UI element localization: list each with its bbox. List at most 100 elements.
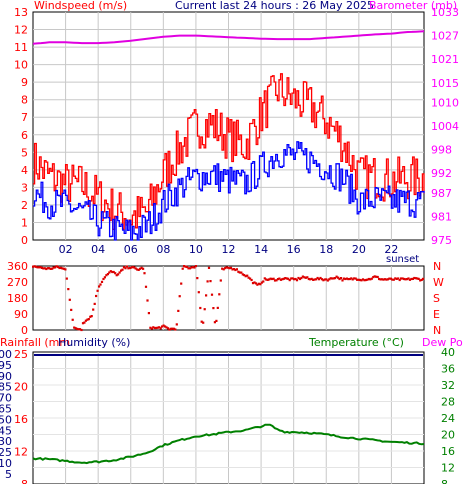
direction-point — [134, 267, 137, 270]
direction-point — [142, 267, 145, 270]
direction-point — [266, 278, 269, 281]
direction-point — [235, 268, 238, 271]
direction-point — [65, 277, 68, 280]
direction-point — [291, 277, 294, 280]
direction-point — [348, 277, 351, 281]
direction-point — [383, 278, 387, 281]
direction-point — [244, 275, 247, 278]
direction-point — [76, 327, 79, 330]
direction-point — [253, 281, 256, 284]
direction-point — [121, 268, 124, 271]
direction-point — [150, 327, 153, 330]
y2-tick-label: 975 — [431, 234, 452, 247]
direction-point — [284, 277, 287, 280]
rain-tick-label: 20 — [14, 381, 28, 394]
rainfall-axis-title: Rainfall (mm — [0, 336, 70, 349]
direction-point — [320, 278, 324, 281]
direction-point — [408, 278, 411, 281]
direction-point — [422, 277, 425, 280]
direction-point — [295, 279, 299, 282]
direction-point — [74, 327, 77, 330]
direction-point — [263, 277, 266, 280]
y2-tick-label: 32 — [441, 379, 455, 392]
chart-title: Current last 24 hours : 26 May 2025 — [175, 0, 374, 12]
direction-point — [136, 268, 139, 271]
direction-point — [200, 320, 203, 323]
humidity-axis-title: Humidity (%) — [58, 336, 130, 349]
direction-point — [238, 271, 241, 274]
average-series — [33, 141, 425, 241]
direction-point — [144, 285, 148, 288]
y2-tick-label: 36 — [441, 363, 455, 376]
direction-point — [90, 315, 93, 318]
direction-point — [184, 265, 187, 268]
direction-point — [276, 278, 280, 281]
rain-tick-label: 16 — [14, 413, 28, 426]
direction-point — [125, 265, 128, 268]
direction-point — [40, 266, 43, 269]
direction-point — [317, 278, 321, 281]
direction-point — [287, 277, 290, 280]
direction-point — [357, 278, 360, 281]
direction-point — [347, 278, 350, 281]
direction-point — [207, 266, 211, 269]
direction-point — [413, 276, 416, 280]
direction-point — [193, 266, 196, 269]
y-tick-label: 6 — [21, 129, 28, 142]
direction-point — [342, 277, 345, 280]
direction-point — [210, 293, 214, 296]
direction-point — [304, 276, 307, 279]
y2-tick-label: 1021 — [431, 53, 459, 66]
y2-tick-label: 1015 — [431, 77, 459, 90]
direction-point — [205, 294, 208, 297]
direction-point — [257, 282, 260, 285]
y-tick-label: 0 — [21, 234, 28, 247]
direction-point — [335, 275, 338, 278]
direction-point — [64, 268, 67, 271]
rain-tick-label: 12 — [14, 446, 28, 459]
humidity-tick-label: 30 — [0, 435, 12, 448]
direction-point — [285, 277, 288, 280]
wind-barometer-panel: 0123456789101112139759819879929981004101… — [14, 6, 459, 265]
y-tick-label: 180 — [7, 292, 28, 305]
y2-tick-label: 1010 — [431, 96, 459, 109]
direction-point — [164, 325, 167, 328]
x-tick-label: 08 — [156, 243, 170, 256]
direction-point — [219, 279, 222, 282]
direction-point — [231, 268, 234, 271]
direction-point — [290, 277, 293, 280]
y-tick-label: 360 — [7, 260, 28, 273]
wind-direction-panel: 0 N 90 E 180 S 270 W 360 N — [7, 260, 444, 337]
direction-point — [356, 278, 359, 281]
direction-point — [36, 266, 39, 269]
direction-point — [325, 278, 328, 281]
direction-point — [373, 275, 376, 278]
direction-point — [229, 266, 233, 269]
direction-point — [403, 277, 406, 281]
direction-point — [212, 307, 215, 310]
direction-point — [159, 327, 162, 330]
direction-point — [124, 267, 127, 270]
y2-tick-label: 1027 — [431, 30, 459, 43]
direction-point — [32, 265, 35, 268]
y-tick-label: 10 — [14, 59, 28, 72]
direction-point — [105, 274, 108, 277]
y-tick-label: 12 — [14, 24, 28, 37]
direction-point — [338, 277, 341, 281]
direction-point — [300, 276, 303, 280]
direction-point — [363, 279, 366, 282]
direction-point — [215, 319, 218, 322]
direction-point — [128, 266, 131, 270]
direction-point — [112, 270, 115, 274]
direction-point — [271, 277, 274, 281]
direction-point — [102, 277, 105, 281]
direction-point — [181, 267, 184, 270]
direction-point — [33, 265, 36, 268]
direction-point — [240, 271, 243, 274]
direction-point — [169, 327, 172, 330]
direction-point — [51, 267, 54, 270]
direction-point — [140, 266, 143, 269]
direction-point — [297, 276, 300, 280]
direction-point — [328, 278, 331, 281]
direction-point — [172, 327, 175, 330]
